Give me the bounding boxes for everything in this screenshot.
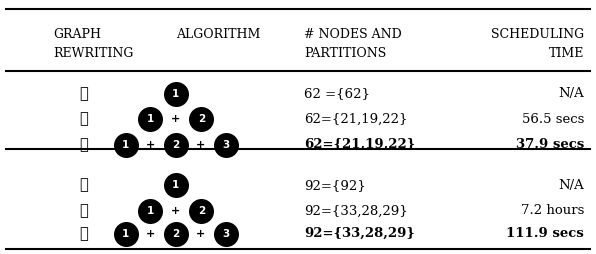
- Text: 7.2 hours: 7.2 hours: [521, 204, 584, 217]
- Text: 1: 1: [122, 229, 129, 239]
- Text: 92={33,28,29}: 92={33,28,29}: [304, 204, 408, 217]
- Text: 1: 1: [147, 206, 154, 216]
- Text: 1: 1: [172, 89, 179, 99]
- Text: 92={33,28,29}: 92={33,28,29}: [304, 227, 415, 240]
- Text: +: +: [171, 114, 181, 124]
- Text: 1: 1: [147, 114, 154, 124]
- Text: ALGORITHM: ALGORITHM: [176, 28, 260, 41]
- Text: 62={21,19,22}: 62={21,19,22}: [304, 138, 415, 151]
- Text: 1: 1: [172, 180, 179, 190]
- Text: PARTITIONS: PARTITIONS: [304, 47, 386, 60]
- Text: ✗: ✗: [79, 138, 88, 152]
- Text: 2: 2: [198, 114, 205, 124]
- Text: 62={21,19,22}: 62={21,19,22}: [304, 113, 408, 126]
- Text: 3: 3: [222, 140, 229, 150]
- Text: +: +: [146, 140, 156, 150]
- Text: 2: 2: [172, 140, 179, 150]
- Text: 62 ={62}: 62 ={62}: [304, 87, 370, 101]
- Text: 2: 2: [198, 206, 205, 216]
- Text: 1: 1: [122, 140, 129, 150]
- Text: GRAPH: GRAPH: [54, 28, 102, 41]
- Text: +: +: [196, 140, 206, 150]
- Text: SCHEDULING: SCHEDULING: [491, 28, 584, 41]
- Text: N/A: N/A: [558, 87, 584, 101]
- Text: 3: 3: [222, 229, 229, 239]
- Text: 56.5 secs: 56.5 secs: [522, 113, 584, 126]
- Text: ✓: ✓: [79, 227, 88, 241]
- Text: N/A: N/A: [558, 179, 584, 192]
- Text: 37.9 secs: 37.9 secs: [516, 138, 584, 151]
- Text: 2: 2: [172, 229, 179, 239]
- Text: TIME: TIME: [549, 47, 584, 60]
- Text: # NODES AND: # NODES AND: [304, 28, 402, 41]
- Text: 111.9 secs: 111.9 secs: [507, 227, 584, 240]
- Text: ✗: ✗: [79, 87, 88, 101]
- Text: ✓: ✓: [79, 178, 88, 193]
- Text: ✗: ✗: [79, 112, 88, 126]
- Text: +: +: [146, 229, 156, 239]
- Text: 92={92}: 92={92}: [304, 179, 366, 192]
- Text: +: +: [196, 229, 206, 239]
- Text: REWRITING: REWRITING: [54, 47, 134, 60]
- Text: +: +: [171, 206, 181, 216]
- Text: ✓: ✓: [79, 204, 88, 218]
